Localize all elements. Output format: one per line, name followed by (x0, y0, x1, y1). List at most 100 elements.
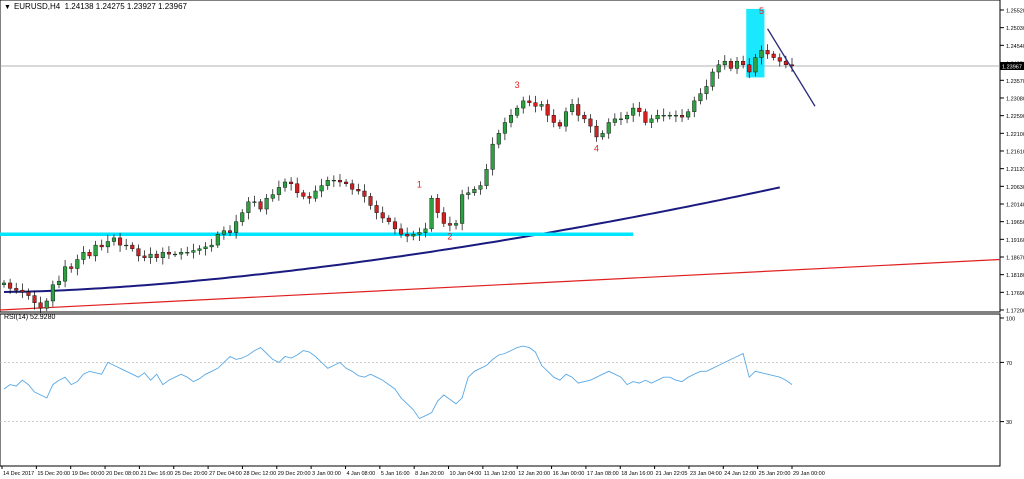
candle-body (502, 122, 507, 134)
candle-body (111, 237, 116, 242)
candle-body (8, 282, 13, 289)
candle-body (258, 201, 263, 210)
price-tick-label: 1.22590 (1006, 114, 1024, 120)
candle-body (484, 169, 489, 186)
candle-body (783, 61, 788, 66)
candle-body (44, 300, 49, 309)
candle-body (692, 100, 697, 112)
candle-body (600, 133, 605, 138)
candle-body (704, 86, 709, 94)
candle-body (374, 205, 379, 213)
candle-body (50, 284, 55, 302)
rsi-panel (0, 313, 1001, 467)
rsi-title: RSI(14) 52.9280 (4, 314, 56, 321)
candle-body (325, 179, 330, 186)
candle-body (545, 104, 550, 116)
candle-body (136, 248, 141, 257)
time-tick-label: 24 Jan 12:00 (724, 471, 756, 477)
candle-body (356, 189, 361, 192)
candle-body (637, 107, 642, 112)
wave-label: 4 (594, 143, 599, 153)
candle-body (643, 111, 648, 123)
candle-body (417, 232, 422, 235)
price-tick-label: 1.17200 (1006, 309, 1024, 315)
candle-body (173, 253, 178, 256)
wave-label: 3 (515, 80, 520, 90)
candle-body (447, 223, 452, 226)
candle-body (81, 252, 86, 260)
candle-body (166, 252, 171, 255)
symbol-label: EURUSD,H4 (13, 2, 61, 11)
candle-body (270, 194, 275, 199)
candle-body (411, 234, 416, 237)
candle-body (124, 244, 129, 247)
candle-body (118, 237, 123, 246)
candle-body (460, 194, 465, 224)
time-tick-label: 11 Jan 12:00 (484, 471, 515, 477)
candle-body (472, 189, 477, 194)
candle-body (264, 198, 269, 210)
candle-body (698, 93, 703, 102)
candle-body (87, 252, 92, 257)
time-tick-label: 20 Dec 08:00 (106, 471, 139, 477)
candle-body (716, 64, 721, 73)
dropdown-icon[interactable]: ▼ (4, 4, 11, 11)
rsi-tick-label: 70 (1006, 361, 1012, 367)
time-tick-label: 16 Jan 00:00 (553, 471, 585, 477)
candle-body (240, 212, 245, 222)
candle-body (337, 179, 342, 183)
candle-body (765, 50, 770, 55)
candle-body (490, 143, 495, 170)
candle-body (429, 198, 434, 230)
candle-body (197, 248, 202, 251)
rsi-tick-label: 100 (1006, 317, 1015, 323)
candle-body (392, 221, 397, 230)
candle-body (551, 115, 556, 123)
time-tick-label: 17 Jan 08:00 (587, 471, 619, 477)
candle-body (570, 104, 575, 112)
time-tick-label: 15 Dec 20:00 (37, 471, 70, 477)
trend-line-down (767, 28, 816, 107)
time-tick-label: 21 Jan 22:05 (656, 471, 688, 477)
price-tick-label: 1.25520 (1006, 9, 1024, 15)
rsi-line (3, 345, 793, 420)
candle-body (368, 196, 373, 206)
candle-body (533, 102, 538, 107)
candle-body (747, 64, 752, 73)
time-tick-label: 8 Jan 20:00 (415, 471, 444, 477)
peak-highlight (746, 8, 765, 78)
candle-body (227, 230, 233, 233)
candle-body (454, 223, 459, 226)
candle-body (753, 57, 758, 73)
candle-body (63, 266, 68, 282)
ma-red-line (0, 258, 1001, 311)
candle-body (301, 192, 306, 197)
candle-body (735, 61, 740, 69)
candle-body (246, 201, 251, 213)
candle-body (142, 255, 147, 258)
candle-body (221, 230, 226, 235)
price-tag-label: 1.23967 (1002, 64, 1022, 70)
price-axis: 1.255201.250301.245401.240501.235701.230… (1000, 9, 1024, 315)
time-tick-label: 3 Jan 00:00 (312, 471, 341, 477)
price-tick-label: 1.19650 (1006, 220, 1024, 226)
candle-body (99, 244, 104, 248)
candle-body (508, 115, 514, 123)
candle-body (667, 115, 672, 117)
candle-body (105, 241, 110, 248)
candle-body (563, 111, 569, 127)
time-tick-label: 27 Dec 04:00 (209, 471, 242, 477)
candle-body (722, 61, 727, 66)
time-tick-label: 28 Dec 12:00 (243, 471, 276, 477)
time-tick-label: 29 Jan 00:00 (793, 471, 825, 477)
price-tick-label: 1.23570 (1006, 79, 1024, 85)
candle-body (582, 115, 587, 120)
candle-body (466, 192, 471, 195)
candle-body (56, 280, 61, 285)
candle-body (234, 221, 239, 233)
time-tick-label: 4 Jan 08:00 (346, 471, 375, 477)
candle-body (185, 252, 190, 254)
candle-body (295, 183, 300, 194)
highlight-box (746, 8, 765, 78)
